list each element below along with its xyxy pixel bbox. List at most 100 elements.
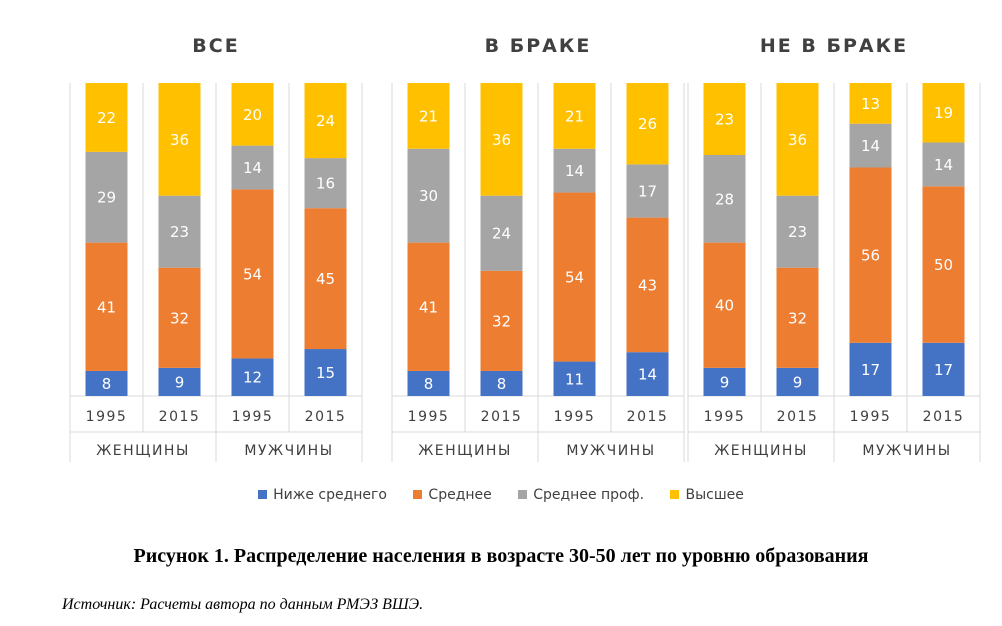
- bar-segment: [85, 83, 128, 152]
- year-tick-label: 1995: [850, 409, 892, 425]
- group-label: ЖЕНЩИНЫ: [714, 443, 808, 459]
- data-label: 22: [97, 109, 116, 127]
- bar-segment: [231, 189, 274, 359]
- data-label: 16: [316, 175, 335, 193]
- data-label: 54: [565, 269, 584, 287]
- bar-segment: [703, 367, 746, 396]
- year-tick-label: 1995: [408, 409, 450, 425]
- data-label: 54: [243, 265, 262, 283]
- year-tick-label: 2015: [305, 409, 347, 425]
- data-label: 14: [243, 159, 262, 177]
- group-label: ЖЕНЩИНЫ: [418, 443, 512, 459]
- year-tick-label: 2015: [627, 409, 669, 425]
- bar-segment: [553, 148, 596, 193]
- figure-caption: Рисунок 1. Распределение населения в воз…: [133, 545, 869, 567]
- bar-segment: [304, 349, 347, 396]
- legend-item-higher: Высшее: [670, 487, 744, 503]
- bar-segment: [480, 83, 523, 196]
- bar-segment: [922, 83, 965, 143]
- bar-segment: [231, 83, 274, 146]
- data-label: 8: [102, 375, 112, 393]
- bar-segment: [626, 352, 669, 396]
- bar-segment: [231, 145, 274, 190]
- bar-segment: [849, 123, 892, 168]
- bar-segment: [85, 370, 128, 396]
- bar-segment: [407, 83, 450, 149]
- chart-legend: Ниже среднего Среднее Среднее проф. Высш…: [0, 487, 1002, 503]
- year-tick-label: 2015: [481, 409, 523, 425]
- data-label: 23: [170, 223, 189, 241]
- year-tick-label: 1995: [232, 409, 274, 425]
- bar-segment: [703, 242, 746, 368]
- data-label: 32: [492, 312, 511, 330]
- year-tick-label: 1995: [554, 409, 596, 425]
- year-tick-label: 2015: [159, 409, 201, 425]
- data-label: 9: [720, 373, 730, 391]
- bar-segment: [703, 83, 746, 155]
- bar-segment: [776, 267, 819, 368]
- bar-segment: [553, 361, 596, 396]
- group-label: МУЖЧИНЫ: [244, 443, 333, 459]
- legend-swatch: [518, 490, 528, 499]
- legend-label: Среднее проф.: [533, 487, 645, 503]
- data-label: 36: [788, 131, 807, 149]
- data-label: 40: [715, 297, 734, 315]
- data-label: 19: [934, 104, 953, 122]
- bar-segment: [304, 83, 347, 159]
- data-label: 17: [638, 182, 657, 200]
- legend-label: Высшее: [685, 487, 744, 503]
- data-label: 32: [170, 309, 189, 327]
- bar-segment: [922, 342, 965, 396]
- bar-segment: [158, 367, 201, 396]
- year-tick-label: 2015: [777, 409, 819, 425]
- group-label: ЖЕНЩИНЫ: [96, 443, 190, 459]
- bar-segment: [480, 370, 523, 396]
- bar-segment: [776, 195, 819, 268]
- data-label: 14: [565, 162, 584, 180]
- data-label: 14: [861, 137, 880, 155]
- bar-segment: [922, 142, 965, 187]
- panel-title: В БРАКЕ: [485, 35, 592, 57]
- bar-segment: [480, 195, 523, 271]
- bar-segment: [480, 270, 523, 371]
- bar-segment: [703, 154, 746, 243]
- bar-segment: [776, 83, 819, 196]
- data-label: 8: [424, 375, 434, 393]
- bar-segment: [922, 186, 965, 343]
- data-label: 43: [638, 276, 657, 294]
- data-label: 24: [316, 112, 335, 130]
- data-label: 29: [97, 189, 116, 207]
- bar-segment: [85, 242, 128, 371]
- data-label: 36: [492, 131, 511, 149]
- bar-segment: [407, 242, 450, 371]
- data-label: 9: [175, 373, 185, 391]
- bar-segment: [85, 151, 128, 243]
- bar-segment: [553, 192, 596, 362]
- data-label: 28: [715, 190, 734, 208]
- legend-label: Среднее: [428, 487, 492, 503]
- bar-segment: [407, 370, 450, 396]
- figure-source: Источник: Расчеты автора по данным РМЭЗ …: [62, 596, 424, 613]
- data-label: 13: [861, 95, 880, 113]
- bar-segment: [407, 148, 450, 243]
- data-label: 12: [243, 369, 262, 387]
- bar-segment: [158, 195, 201, 268]
- year-tick-label: 2015: [923, 409, 965, 425]
- bar-segment: [304, 158, 347, 209]
- data-label: 21: [565, 107, 584, 125]
- group-label: МУЖЧИНЫ: [862, 443, 951, 459]
- bar-segment: [626, 164, 669, 218]
- data-label: 9: [793, 373, 803, 391]
- year-tick-label: 1995: [704, 409, 746, 425]
- legend-swatch: [413, 490, 423, 499]
- data-label: 50: [934, 256, 953, 274]
- year-tick-label: 1995: [86, 409, 128, 425]
- data-label: 36: [170, 131, 189, 149]
- bar-segment: [626, 217, 669, 353]
- data-label: 17: [934, 361, 953, 379]
- data-label: 20: [243, 106, 262, 124]
- data-label: 23: [788, 223, 807, 241]
- bar-segment: [158, 267, 201, 368]
- data-label: 8: [497, 375, 507, 393]
- bar-segment: [776, 367, 819, 396]
